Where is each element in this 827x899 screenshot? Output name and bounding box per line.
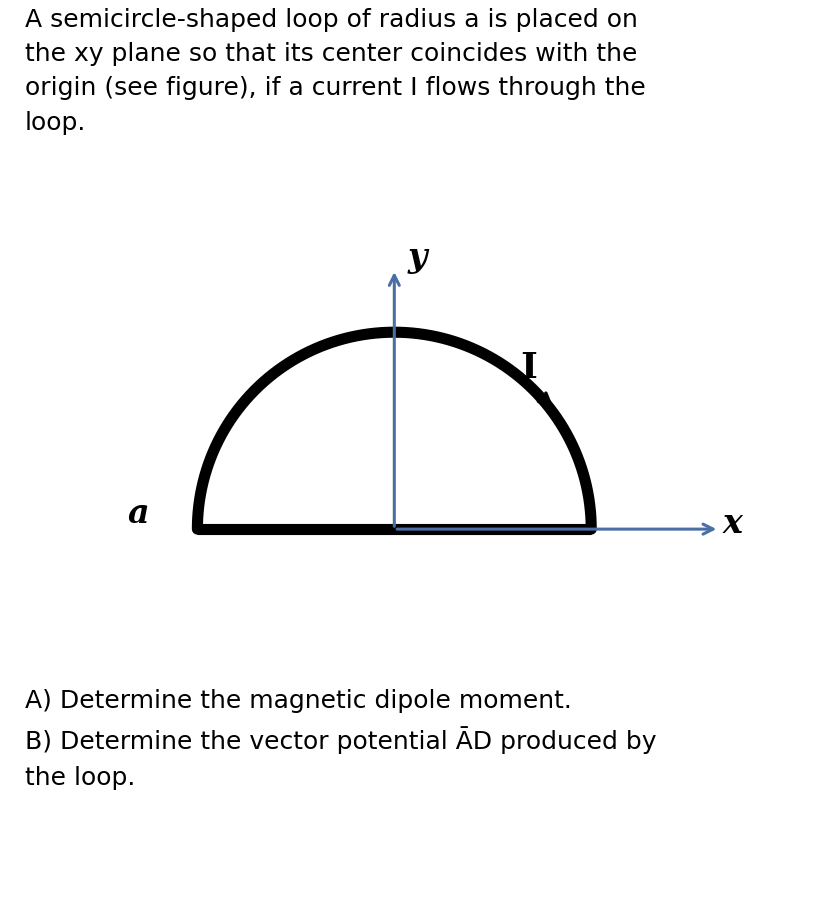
Text: a: a (127, 497, 149, 530)
Text: A semicircle-shaped loop of radius a is placed on
the xy plane so that its cente: A semicircle-shaped loop of radius a is … (25, 7, 645, 135)
Text: y: y (408, 241, 427, 274)
Text: A) Determine the magnetic dipole moment.
B) Determine the vector potential ĀD pr: A) Determine the magnetic dipole moment.… (25, 689, 656, 789)
Text: x: x (722, 507, 742, 539)
Text: I: I (519, 351, 536, 385)
